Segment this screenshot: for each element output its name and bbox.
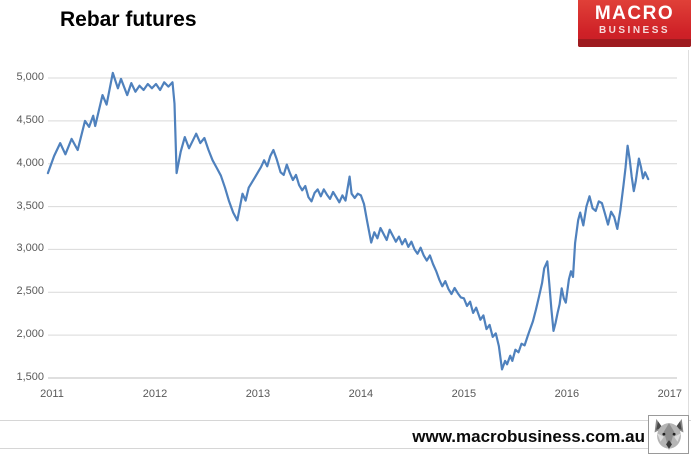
logo-text-business: BUSINESS (598, 25, 671, 36)
logo-text-macro: MACRO (594, 3, 675, 24)
footer-top-rule (0, 420, 691, 421)
chart-title: Rebar futures (60, 8, 197, 31)
y-tick-label: 4,000 (16, 156, 44, 169)
wolf-head-icon (654, 418, 683, 450)
footer-bottom-rule (0, 448, 648, 449)
y-tick-label: 2,000 (16, 328, 44, 341)
x-tick-label: 2013 (245, 388, 271, 400)
x-tick-label: 2014 (348, 388, 374, 400)
wolf-logo-box (648, 415, 689, 454)
x-tick-label: 2016 (554, 388, 580, 400)
price-line (46, 71, 650, 371)
right-edge-divider (688, 50, 689, 418)
y-tick-label: 3,500 (16, 199, 44, 212)
y-tick-label: 3,000 (16, 242, 44, 255)
x-tick-label: 2011 (40, 388, 64, 400)
logo-bottom-bar (578, 39, 691, 47)
site-url: www.macrobusiness.com.au (412, 427, 645, 446)
x-tick-label: 2012 (142, 388, 168, 400)
y-tick-label: 5,000 (16, 71, 44, 83)
y-tick-label: 2,500 (16, 285, 44, 298)
y-tick-label: 4,500 (16, 113, 44, 126)
x-tick-label: 2015 (451, 388, 477, 400)
macrobusiness-logo: MACRO BUSINESS (578, 0, 691, 47)
x-tick-label: 2017 (657, 388, 683, 400)
y-tick-label: 1,500 (16, 371, 44, 383)
